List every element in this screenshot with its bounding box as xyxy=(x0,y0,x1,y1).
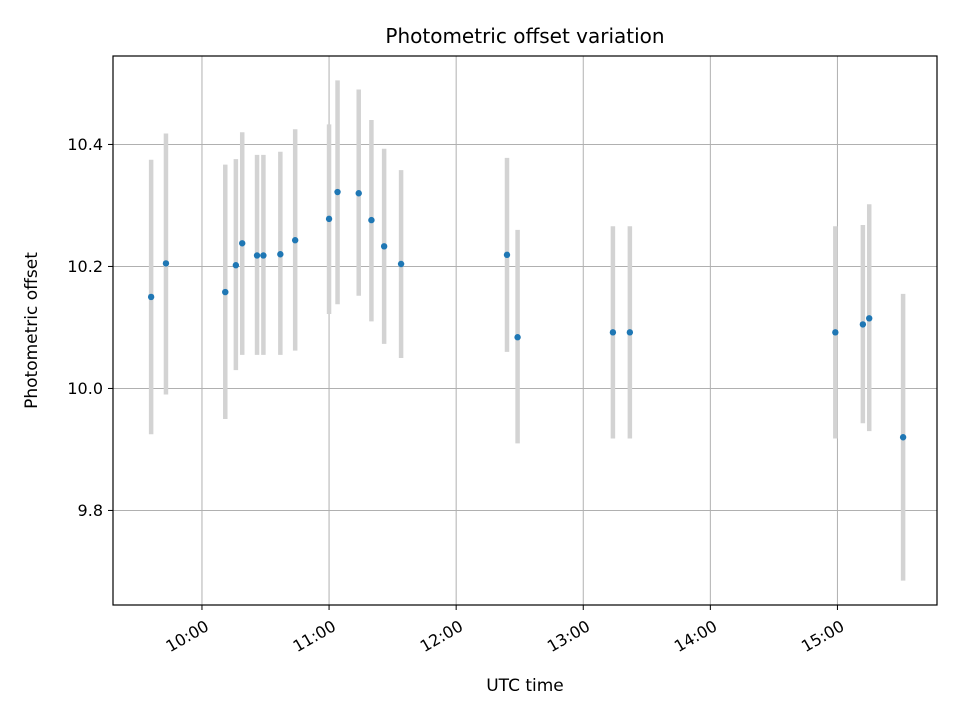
data-point xyxy=(222,288,229,296)
data-point xyxy=(147,293,155,301)
data-point xyxy=(260,252,267,259)
plot-frame xyxy=(112,55,938,606)
data-point xyxy=(162,260,170,267)
y-tick-label: 10.4 xyxy=(67,135,103,154)
data-point xyxy=(503,251,511,259)
chart-title: Photometric offset variation xyxy=(385,24,664,48)
data-point xyxy=(859,321,867,328)
data-points xyxy=(147,188,907,441)
y-tick-label: 9.8 xyxy=(78,501,103,520)
data-point xyxy=(866,315,873,322)
x-axis-label: UTC time xyxy=(486,676,564,696)
data-point xyxy=(232,262,240,269)
y-axis-label: Photometric offset xyxy=(22,252,42,409)
data-point xyxy=(277,251,284,258)
data-point xyxy=(355,190,362,197)
data-point xyxy=(380,243,388,250)
data-point xyxy=(334,188,341,196)
data-point xyxy=(514,334,521,341)
data-point xyxy=(899,434,907,441)
data-point xyxy=(368,216,375,224)
data-point xyxy=(239,240,246,247)
y-tick-label: 10.2 xyxy=(67,257,103,276)
data-point xyxy=(325,215,333,223)
data-point xyxy=(626,329,634,336)
data-point xyxy=(397,260,405,268)
data-point xyxy=(609,329,617,336)
data-point xyxy=(253,252,261,259)
data-point xyxy=(832,329,839,336)
y-tick-label: 10.0 xyxy=(67,379,103,398)
data-point xyxy=(291,237,299,244)
